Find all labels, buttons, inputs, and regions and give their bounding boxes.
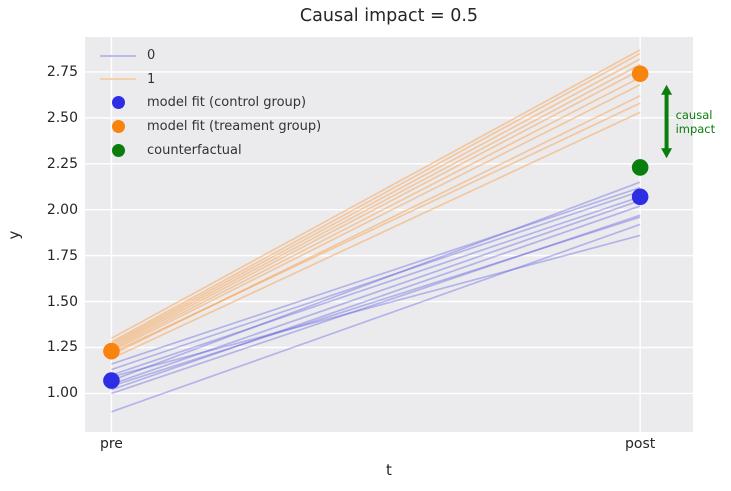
group-0-line bbox=[111, 190, 641, 371]
x-tick-label: pre bbox=[99, 436, 123, 452]
y-tick-label: 2.00 bbox=[46, 201, 78, 218]
legend-item-group-0: 0 bbox=[96, 44, 321, 68]
legend-item-label: 1 bbox=[147, 71, 156, 87]
group-1-line bbox=[111, 84, 641, 352]
x-tick-label: post bbox=[625, 436, 656, 452]
group-0-line-swatch bbox=[100, 54, 136, 57]
y-tick-label: 1.75 bbox=[46, 247, 78, 264]
group-1-line bbox=[111, 102, 641, 354]
group-1-line bbox=[111, 52, 641, 343]
y-tick-label: 2.25 bbox=[46, 155, 78, 172]
legend-item-label: model fit (treament group) bbox=[147, 119, 322, 135]
group-0-line bbox=[111, 216, 641, 387]
y-tick-label: 2.50 bbox=[46, 109, 78, 126]
legend: 0 1 model fit (control group) model fit … bbox=[96, 44, 321, 162]
legend-item-counterfactual: counterfactual bbox=[96, 138, 321, 162]
model-fit-control-group--point-pre bbox=[103, 372, 120, 389]
group-1-line bbox=[111, 63, 641, 347]
group-0-line bbox=[111, 199, 641, 386]
group-1-line bbox=[111, 58, 641, 345]
counterfactual-dot-swatch bbox=[111, 143, 125, 157]
control-dot-swatch bbox=[111, 96, 125, 110]
x-axis-label: t bbox=[386, 461, 392, 479]
legend-item-label: model fit (control group) bbox=[147, 95, 307, 111]
group-0-line bbox=[111, 186, 641, 365]
y-tick-label: 1.25 bbox=[46, 339, 78, 356]
group-0-line bbox=[111, 214, 641, 395]
model-fit-treament-group--point-pre bbox=[103, 342, 120, 360]
y-tick-label: 2.75 bbox=[46, 63, 78, 80]
causal-impact-arrow-head-down bbox=[661, 148, 673, 159]
group-1-line-swatch bbox=[100, 78, 136, 81]
group-1-line bbox=[111, 95, 641, 356]
group-0-line bbox=[111, 196, 641, 376]
group-1-line bbox=[111, 69, 641, 349]
model-fit-control-group--point-post bbox=[631, 188, 649, 206]
group-0-line bbox=[111, 234, 641, 378]
counterfactual-point-post bbox=[631, 159, 649, 176]
causal-impact-annotation-text: causal impact bbox=[675, 107, 716, 136]
legend-item-label: 0 bbox=[147, 48, 156, 64]
group-0-line bbox=[111, 181, 641, 382]
group-1-line bbox=[111, 111, 641, 360]
group-1-line bbox=[111, 49, 641, 340]
group-0-line bbox=[111, 223, 641, 413]
causal-impact-arrow-head-up bbox=[661, 84, 673, 95]
legend-item-model-fit-control: model fit (control group) bbox=[96, 91, 321, 115]
group-0-line bbox=[111, 205, 641, 391]
treatment-dot-swatch bbox=[111, 120, 125, 134]
chart-title: Causal impact = 0.5 bbox=[299, 6, 479, 26]
y-tick-label: 1.50 bbox=[46, 293, 78, 310]
legend-item-label: counterfactual bbox=[147, 142, 242, 158]
plot-area bbox=[85, 37, 693, 432]
group-1-line bbox=[111, 76, 641, 351]
legend-item-group-1: 1 bbox=[96, 68, 321, 92]
legend-item-model-fit-treatment: model fit (treament group) bbox=[96, 115, 321, 139]
y-tick-label: 1.00 bbox=[46, 385, 78, 402]
model-fit-treament-group--point-post bbox=[631, 65, 649, 83]
